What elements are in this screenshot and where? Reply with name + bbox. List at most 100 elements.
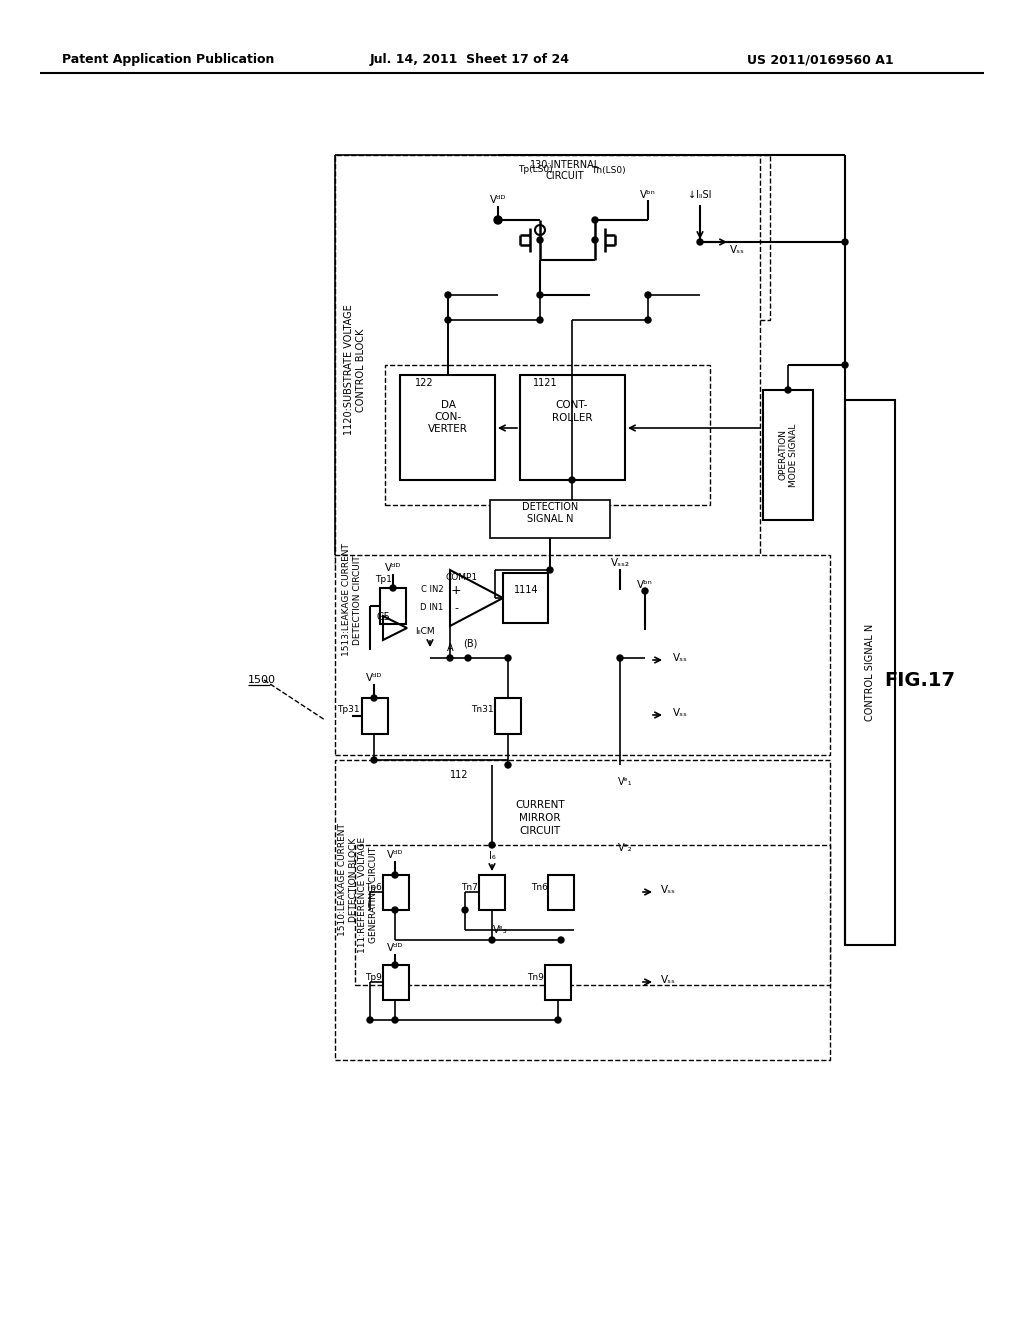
Text: 111:REFERENCE VOLTAGE
GENERATING CIRCUIT: 111:REFERENCE VOLTAGE GENERATING CIRCUIT: [358, 837, 378, 953]
Circle shape: [495, 216, 501, 223]
Text: Vᵇⁿ: Vᵇⁿ: [640, 190, 656, 201]
Text: 1500: 1500: [248, 675, 276, 685]
Text: I₆: I₆: [488, 851, 496, 861]
Text: COMP1: COMP1: [445, 573, 478, 582]
Circle shape: [371, 696, 377, 701]
Text: CONT-: CONT-: [556, 400, 588, 411]
Text: 122: 122: [415, 378, 433, 388]
Circle shape: [392, 907, 398, 913]
Bar: [520, 375, 625, 480]
Circle shape: [569, 477, 575, 483]
Text: -: -: [454, 603, 458, 612]
Text: IₗₗCM: IₗₗCM: [415, 627, 435, 636]
Circle shape: [390, 585, 396, 591]
Text: Vₛₛ₂: Vₛₛ₂: [610, 558, 630, 568]
Text: 1510:LEAKAGE CURRENT
DETECTION BLOCK: 1510:LEAKAGE CURRENT DETECTION BLOCK: [338, 824, 357, 936]
Circle shape: [445, 292, 451, 298]
Bar: [503, 573, 548, 623]
Text: Vₛₛ: Vₛₛ: [730, 246, 744, 255]
Text: Vᵈᴰ: Vᵈᴰ: [387, 850, 403, 861]
Bar: [335, 760, 830, 1060]
Text: Tp9: Tp9: [366, 974, 382, 982]
Circle shape: [558, 937, 564, 942]
Text: DETECTION
SIGNAL N: DETECTION SIGNAL N: [522, 502, 579, 524]
Circle shape: [505, 655, 511, 661]
Text: Tn(LS0): Tn(LS0): [591, 165, 626, 174]
Text: G5: G5: [376, 612, 390, 622]
Text: Vₛₛ: Vₛₛ: [673, 708, 687, 718]
Text: US 2011/0169560 A1: US 2011/0169560 A1: [746, 54, 893, 66]
Bar: [545, 965, 571, 1001]
Text: A: A: [446, 643, 454, 653]
Text: Vₛₛ: Vₛₛ: [660, 884, 676, 895]
Circle shape: [842, 362, 848, 368]
Bar: [495, 698, 521, 734]
Text: Jul. 14, 2011  Sheet 17 of 24: Jul. 14, 2011 Sheet 17 of 24: [370, 54, 570, 66]
Circle shape: [592, 216, 598, 223]
Text: Vₛₛ: Vₛₛ: [660, 975, 676, 985]
Circle shape: [392, 873, 398, 878]
Bar: [480, 154, 770, 319]
Text: 1120:SUBSTRATE VOLTAGE
CONTROL BLOCK: 1120:SUBSTRATE VOLTAGE CONTROL BLOCK: [344, 305, 366, 436]
Text: Patent Application Publication: Patent Application Publication: [61, 54, 274, 66]
Text: Tn31: Tn31: [471, 705, 494, 714]
Text: Vᵈᴰ: Vᵈᴰ: [489, 195, 506, 205]
Text: Vᵉ₁: Vᵉ₁: [617, 777, 632, 787]
Text: Tp31: Tp31: [337, 705, 360, 714]
Bar: [362, 698, 388, 734]
Circle shape: [495, 216, 501, 223]
Bar: [385, 366, 710, 506]
Circle shape: [465, 655, 471, 661]
Text: Tp(LS0): Tp(LS0): [518, 165, 552, 174]
Text: CON-: CON-: [434, 412, 462, 422]
Bar: [383, 875, 409, 909]
Bar: [335, 554, 830, 755]
Text: +: +: [451, 583, 462, 597]
Text: Vᵉ₃: Vᵉ₃: [493, 925, 507, 935]
Circle shape: [371, 756, 377, 763]
Circle shape: [489, 937, 495, 942]
Text: FIG.17: FIG.17: [885, 671, 955, 689]
Circle shape: [555, 1016, 561, 1023]
Text: ↓IₗₗSI: ↓IₗₗSI: [688, 190, 712, 201]
Text: D IN1: D IN1: [421, 603, 443, 612]
Text: 1121: 1121: [534, 378, 558, 388]
Text: Vᵉ₂: Vᵉ₂: [617, 843, 632, 853]
Text: Tn6: Tn6: [531, 883, 548, 892]
Text: MIRROR: MIRROR: [519, 813, 561, 822]
Circle shape: [489, 842, 495, 847]
Text: CIRCUIT: CIRCUIT: [519, 826, 560, 836]
Text: Tp6: Tp6: [366, 883, 382, 892]
Text: (B): (B): [463, 638, 477, 648]
Text: CONTROL SIGNAL N: CONTROL SIGNAL N: [865, 623, 874, 721]
Bar: [548, 875, 574, 909]
Text: Vₛₛ: Vₛₛ: [673, 653, 687, 663]
Circle shape: [537, 317, 543, 323]
Text: OPERATION
MODE SIGNAL: OPERATION MODE SIGNAL: [778, 424, 798, 487]
Text: Vᵈᴰ: Vᵈᴰ: [387, 942, 403, 953]
Bar: [400, 375, 495, 480]
Text: ROLLER: ROLLER: [552, 413, 592, 422]
Circle shape: [645, 292, 651, 298]
Text: 112: 112: [450, 770, 469, 780]
Text: Vᵇⁿ: Vᵇⁿ: [637, 579, 653, 590]
Circle shape: [392, 962, 398, 968]
Text: C IN2: C IN2: [421, 586, 443, 594]
Text: Tn9: Tn9: [527, 974, 544, 982]
Text: VERTER: VERTER: [428, 424, 468, 434]
Text: CURRENT: CURRENT: [515, 800, 565, 810]
Text: 1513:LEAKAGE CURRENT
DETECTION CIRCUIT: 1513:LEAKAGE CURRENT DETECTION CIRCUIT: [342, 544, 361, 656]
Bar: [355, 845, 830, 985]
Circle shape: [537, 292, 543, 298]
Text: Tp1: Tp1: [375, 576, 392, 585]
Bar: [335, 154, 760, 570]
Circle shape: [392, 1016, 398, 1023]
Bar: [763, 389, 813, 520]
Circle shape: [462, 907, 468, 913]
Circle shape: [537, 238, 543, 243]
Bar: [845, 400, 895, 945]
Circle shape: [547, 568, 553, 573]
Text: 130:INTERNAL: 130:INTERNAL: [529, 160, 600, 170]
Text: DA: DA: [440, 400, 456, 411]
Text: Vᵈᴰ: Vᵈᴰ: [385, 564, 401, 573]
